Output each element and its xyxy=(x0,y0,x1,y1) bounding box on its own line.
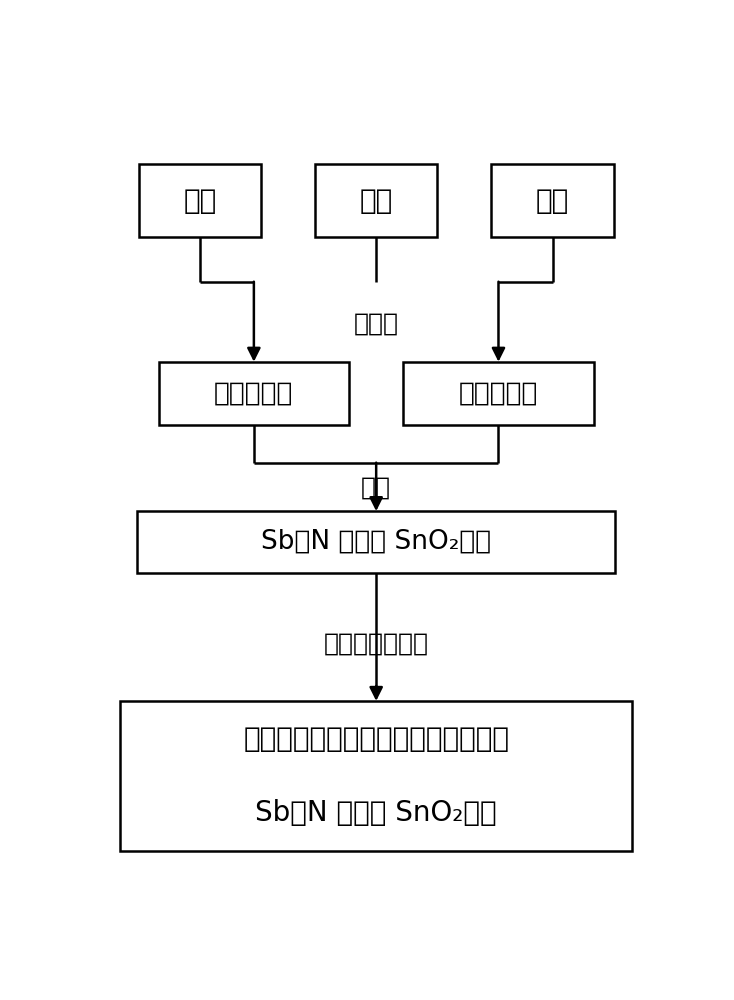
Bar xyxy=(315,164,437,237)
Text: 金属锡靶材: 金属锡靶材 xyxy=(214,380,294,406)
Bar xyxy=(139,164,261,237)
Text: Sb、N 共掺杂 SnO₂薄膜: Sb、N 共掺杂 SnO₂薄膜 xyxy=(255,799,497,827)
Bar xyxy=(403,362,594,425)
Text: 获得: 获得 xyxy=(361,476,391,500)
Text: 氧气: 氧气 xyxy=(360,187,393,215)
Text: 硫气氛下热处理: 硫气氛下热处理 xyxy=(324,632,429,656)
Text: 金属锴靶材: 金属锴靶材 xyxy=(459,380,538,406)
Text: 氩气: 氩气 xyxy=(184,187,217,215)
Bar xyxy=(159,362,349,425)
Text: 氮气: 氮气 xyxy=(536,187,569,215)
Text: 具有高空穴浓度、近带边紫外发光的: 具有高空穴浓度、近带边紫外发光的 xyxy=(243,725,509,753)
Bar xyxy=(491,164,614,237)
Bar xyxy=(120,701,632,851)
Bar xyxy=(137,511,615,573)
Text: 共溅射: 共溅射 xyxy=(354,312,399,336)
Text: Sb、N 共掺杂 SnO₂薄膜: Sb、N 共掺杂 SnO₂薄膜 xyxy=(261,529,491,555)
